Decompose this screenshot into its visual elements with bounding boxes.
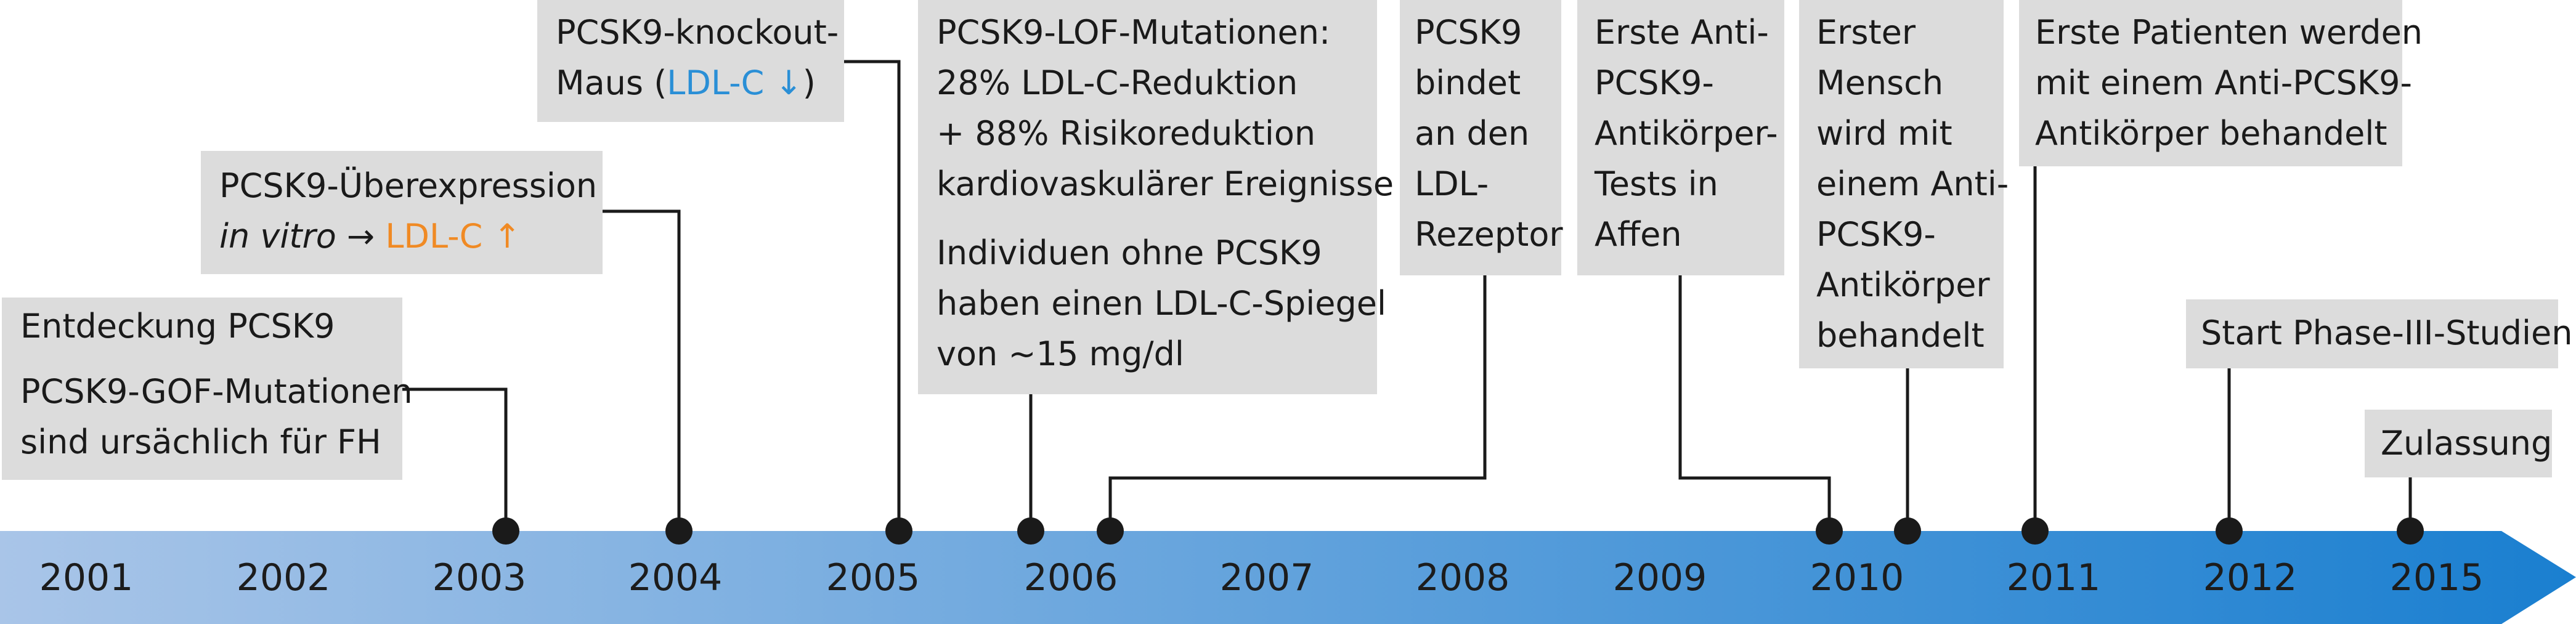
year-label: 2012: [2203, 556, 2298, 599]
event-text: an den: [1415, 114, 1530, 153]
event-text: 28% LDL-C-Reduktion: [937, 63, 1298, 102]
event-text: behandelt: [1816, 316, 1985, 355]
year-label: 2004: [628, 556, 723, 599]
event-text: PCSK9-Überexpression: [219, 166, 598, 205]
event-text: PCSK9-: [1816, 215, 1936, 254]
event-text: sind ursächlich für FH: [20, 423, 381, 461]
event-text: von ~15 mg/dl: [937, 334, 1184, 373]
event-text: wird mit: [1816, 114, 1952, 153]
event-box-knockout: PCSK9-knockout- Maus (LDL-C ↓): [537, 0, 844, 122]
connector-line: [844, 60, 901, 531]
event-text: einem Anti-: [1816, 164, 2009, 203]
event-text: PCSK9-GOF-Mutationen: [20, 372, 413, 411]
event-text: Affen: [1595, 215, 1682, 254]
event-text: PCSK9-knockout-: [556, 13, 839, 52]
event-text: PCSK9-LOF-Mutationen:: [937, 13, 1331, 52]
event-text: Maus (: [556, 63, 667, 102]
event-text: Zulassung: [2381, 424, 2553, 463]
event-text: PCSK9-: [1595, 63, 1714, 102]
event-text: Antikörper: [1816, 265, 1990, 304]
event-text-row: Maus (LDL-C ↓): [556, 58, 827, 108]
connector-line: [1678, 275, 1831, 531]
year-label: 2015: [2389, 556, 2484, 599]
year-label: 2010: [1810, 556, 1904, 599]
event-box-ldl-receptor: PCSK9 bindet an den LDL- Rezeptor: [1400, 0, 1563, 275]
event-dot: [2021, 517, 2049, 545]
event-box-lof-mutations: PCSK9-LOF-Mutationen: 28% LDL-C-Reduktio…: [918, 0, 1394, 394]
event-dot: [2216, 517, 2243, 545]
event-text: Erste Patienten werden: [2035, 13, 2423, 52]
event-text: PCSK9: [1415, 13, 1522, 52]
event-box-first-patients: Erste Patienten werden mit einem Anti-PC…: [2019, 0, 2423, 166]
year-label: 2006: [1023, 556, 1118, 599]
year-label: 2001: [39, 556, 134, 599]
event-dot: [1894, 517, 1921, 545]
event-text: Erste Anti-: [1595, 13, 1769, 52]
year-label: 2008: [1415, 556, 1510, 599]
year-label: 2007: [1219, 556, 1314, 599]
event-text: Erster: [1816, 13, 1916, 52]
event-text-italic: in vitro: [219, 217, 336, 256]
event-dot: [1097, 517, 1124, 545]
event-box-phase3: Start Phase-III-Studien: [2186, 299, 2573, 368]
timeline-arrow: [0, 531, 2576, 624]
year-label: 2002: [236, 556, 331, 599]
event-text: Entdeckung PCSK9: [20, 307, 335, 346]
event-box-monkey-tests: Erste Anti- PCSK9- Antikörper- Tests in …: [1577, 0, 1784, 275]
event-text: bindet: [1415, 63, 1521, 102]
event-dot: [1816, 517, 1843, 545]
event-dot: [492, 517, 519, 545]
event-text: Tests in: [1595, 164, 1718, 203]
connector-line: [1108, 275, 1487, 531]
event-box-first-human: Erster Mensch wird mit einem Anti- PCSK9…: [1799, 0, 2009, 368]
event-box-overexpression: PCSK9-Überexpression in vitro → LDL-C ↑: [201, 151, 603, 274]
event-box-discovery: Entdeckung PCSK9 PCSK9-GOF-Mutationen si…: [2, 298, 413, 480]
event-text: Antikörper behandelt: [2035, 114, 2387, 153]
arrow-glyph: →: [336, 217, 386, 256]
ldl-increase-label: LDL-C ↑: [385, 217, 521, 256]
event-text: Rezeptor: [1415, 215, 1563, 254]
event-text: ): [802, 63, 816, 102]
event-box-approval: Zulassung: [2365, 410, 2552, 477]
event-text: Antikörper-: [1595, 114, 1778, 153]
year-label: 2011: [2006, 556, 2101, 599]
event-text: Start Phase-III-Studien: [2201, 314, 2573, 352]
event-text: haben einen LDL-C-Spiegel: [937, 284, 1387, 323]
year-label: 2009: [1612, 556, 1707, 599]
ldl-decrease-label: LDL-C ↓: [667, 63, 803, 102]
event-text-row: in vitro → LDL-C ↑: [219, 211, 585, 262]
year-label: 2005: [826, 556, 920, 599]
event-dot: [1017, 517, 1044, 545]
connector-line: [603, 209, 681, 531]
event-dot: [2397, 517, 2424, 545]
event-text: LDL-: [1415, 164, 1489, 203]
event-text: Mensch: [1816, 63, 1944, 102]
connector-line: [402, 387, 508, 531]
event-dot: [885, 517, 912, 545]
event-text: mit einem Anti-PCSK9-: [2035, 63, 2413, 102]
event-text: kardiovaskulärer Ereignisse: [937, 164, 1394, 203]
event-text: + 88% Risikoreduktion: [937, 114, 1316, 153]
event-dot: [665, 517, 693, 545]
timeline-band: [0, 531, 2576, 624]
year-label: 2003: [432, 556, 527, 599]
event-text: Individuen ohne PCSK9: [937, 233, 1322, 272]
